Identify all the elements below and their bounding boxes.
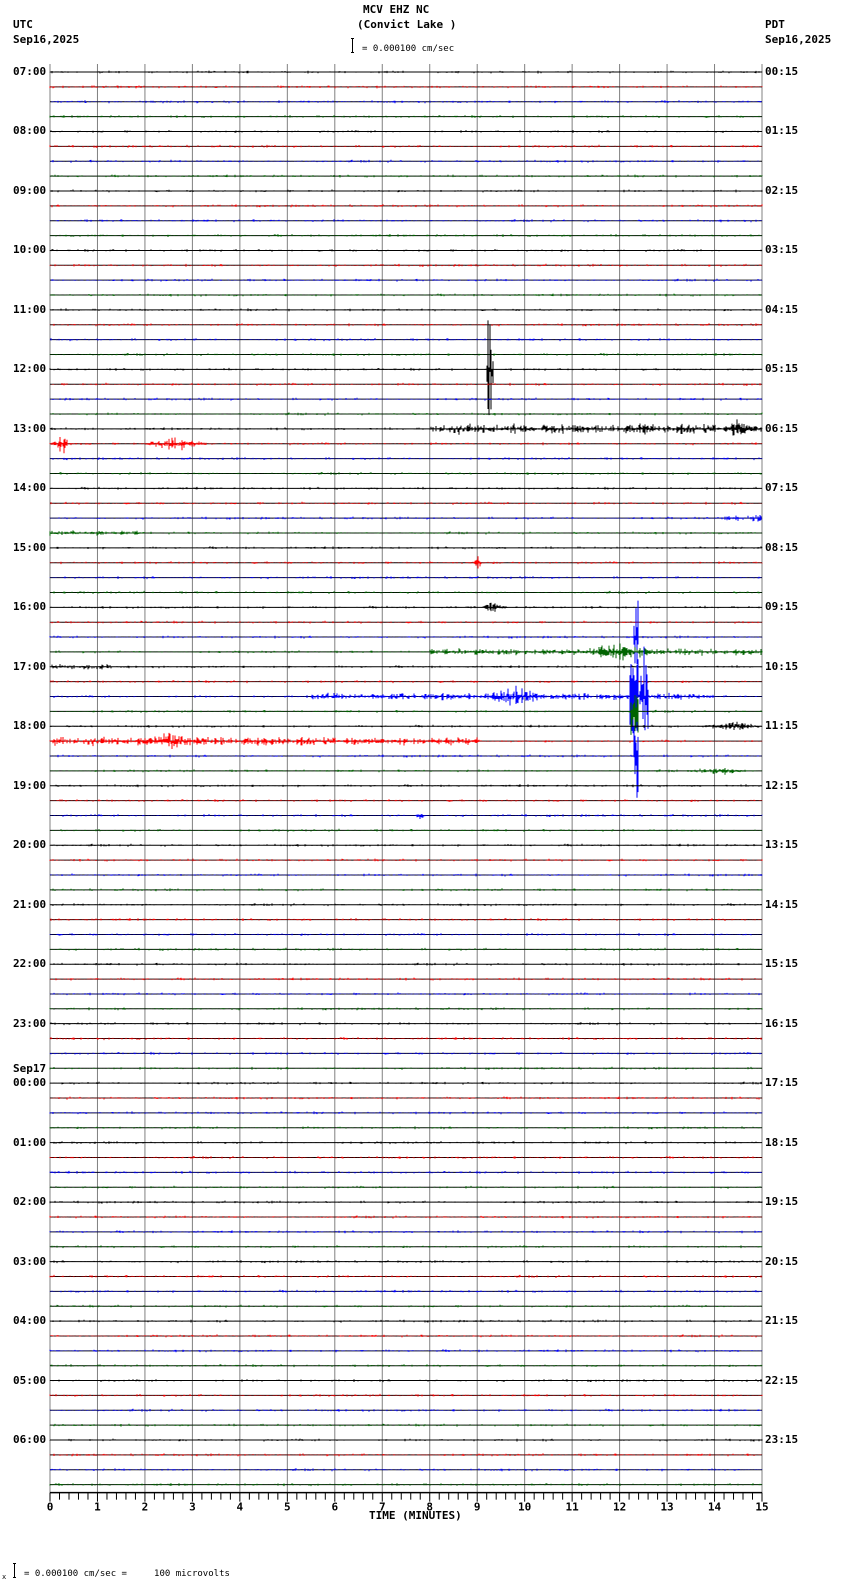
utc-hour-label: 21:00 [13, 897, 47, 911]
date-change-label: Sep17 [13, 1062, 47, 1076]
footer-scale-bar-icon [13, 1563, 16, 1578]
utc-hour-label: 16:00 [13, 600, 47, 614]
utc-hour-label: 19:00 [13, 778, 47, 792]
right-date: Sep16,2025 [765, 33, 832, 46]
pdt-hour-label: 21:15 [765, 1314, 799, 1328]
utc-hour-label: 20:00 [13, 838, 47, 852]
x-tick-label: 15 [755, 1501, 768, 1514]
pdt-hour-label: 03:15 [765, 243, 799, 257]
scale-bar-icon [351, 38, 354, 53]
utc-hour-label: 04:00 [13, 1314, 47, 1328]
pdt-hour-label: 16:15 [765, 1016, 799, 1030]
pdt-hour-label: 22:15 [765, 1373, 799, 1387]
pdt-hour-label: 20:15 [765, 1254, 799, 1268]
utc-hour-label: 00:00 [13, 1076, 47, 1090]
utc-hour-label: 18:00 [13, 719, 47, 733]
utc-hour-label: 09:00 [13, 183, 47, 197]
left-date: Sep16,2025 [13, 33, 80, 46]
x-tick-label: 0 [47, 1501, 54, 1514]
pdt-hour-label: 18:15 [765, 1135, 799, 1149]
utc-hour-label: 15:00 [13, 540, 47, 554]
x-tick-label: 12 [613, 1501, 626, 1514]
pdt-hour-label: 06:15 [765, 421, 799, 435]
utc-hour-label: 17:00 [13, 659, 47, 673]
x-tick-label: 3 [189, 1501, 196, 1514]
pdt-hour-label: 13:15 [765, 838, 799, 852]
pdt-hour-label: 04:15 [765, 302, 799, 316]
right-timezone: PDT [765, 18, 785, 31]
x-tick-label: 13 [660, 1501, 673, 1514]
pdt-hour-label: 01:15 [765, 124, 799, 138]
pdt-hour-label: 17:15 [765, 1076, 799, 1090]
pdt-hour-label: 08:15 [765, 540, 799, 554]
utc-hour-label: 13:00 [13, 421, 47, 435]
pdt-hour-label: 02:15 [765, 183, 799, 197]
utc-hour-label: 07:00 [13, 65, 47, 78]
utc-hour-label: 05:00 [13, 1373, 47, 1387]
pdt-hour-label: 23:15 [765, 1433, 799, 1447]
utc-hour-label: 02:00 [13, 1195, 47, 1209]
utc-hour-label: 23:00 [13, 1016, 47, 1030]
x-tick-label: 2 [142, 1501, 149, 1514]
left-timezone: UTC [13, 18, 33, 31]
x-tick-label: 10 [518, 1501, 531, 1514]
station-location: (Convict Lake ) [357, 18, 457, 31]
utc-hour-label: 03:00 [13, 1254, 47, 1268]
x-tick-label: 4 [237, 1501, 244, 1514]
footer-scale-text: = 0.000100 cm/sec = 100 microvolts [24, 1569, 230, 1579]
pdt-hour-label: 00:15 [765, 65, 799, 78]
utc-hour-label: 14:00 [13, 481, 47, 495]
pdt-hour-label: 15:15 [765, 957, 799, 971]
footer-prefix: x [2, 1573, 7, 1581]
x-tick-label: 6 [331, 1501, 338, 1514]
x-tick-label: 1 [94, 1501, 101, 1514]
utc-hour-label: 01:00 [13, 1135, 47, 1149]
x-tick-label: 11 [566, 1501, 580, 1514]
station-title: MCV EHZ NC [363, 3, 430, 16]
utc-hour-label: 11:00 [13, 302, 47, 316]
x-tick-label: 14 [708, 1501, 722, 1514]
pdt-hour-label: 11:15 [765, 719, 799, 733]
x-tick-label: 7 [379, 1501, 386, 1514]
x-tick-label: 8 [426, 1501, 433, 1514]
pdt-hour-label: 19:15 [765, 1195, 799, 1209]
utc-hour-label: 22:00 [13, 957, 47, 971]
utc-hour-label: 10:00 [13, 243, 47, 257]
pdt-hour-label: 05:15 [765, 362, 799, 376]
x-axis-label: TIME (MINUTES) [369, 1509, 462, 1522]
scale-text: = 0.000100 cm/sec [362, 44, 455, 54]
x-tick-label: 9 [474, 1501, 481, 1514]
utc-hour-label: 12:00 [13, 362, 47, 376]
utc-hour-label: 06:00 [13, 1433, 47, 1447]
pdt-hour-label: 12:15 [765, 778, 799, 792]
x-tick-label: 5 [284, 1501, 291, 1514]
pdt-hour-label: 14:15 [765, 897, 799, 911]
pdt-hour-label: 10:15 [765, 659, 799, 673]
pdt-hour-label: 09:15 [765, 600, 799, 614]
pdt-hour-label: 07:15 [765, 481, 799, 495]
utc-hour-label: 08:00 [13, 124, 47, 138]
